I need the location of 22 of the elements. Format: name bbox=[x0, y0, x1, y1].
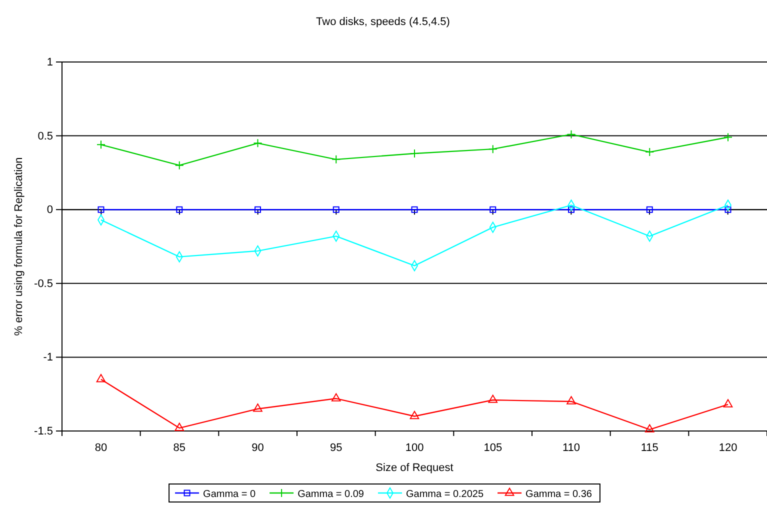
y-axis-title: % error using formula for Replication bbox=[13, 157, 25, 336]
x-tick-label: 95 bbox=[330, 442, 342, 454]
x-tick-label: 100 bbox=[405, 442, 424, 454]
y-tick-label: -1 bbox=[43, 352, 53, 364]
legend-label: Gamma = 0.2025 bbox=[406, 489, 484, 500]
chart-title: Two disks, speeds (4.5,4.5) bbox=[316, 16, 450, 28]
x-tick-label: 120 bbox=[718, 442, 738, 454]
y-tick-label: 0.5 bbox=[38, 130, 53, 142]
x-tick-label: 85 bbox=[173, 442, 186, 454]
x-tick-label: 115 bbox=[640, 442, 658, 454]
x-tick-label: 110 bbox=[562, 442, 580, 454]
y-tick-label: 1 bbox=[46, 56, 53, 69]
x-tick-label: 80 bbox=[94, 442, 108, 454]
y-tick-label: -1.5 bbox=[34, 426, 53, 438]
x-tick-label: 90 bbox=[252, 442, 264, 454]
x-tick-label: 105 bbox=[484, 442, 502, 454]
legend-label: Gamma = 0.09 bbox=[298, 489, 364, 500]
y-tick-label: 0 bbox=[46, 204, 53, 216]
legend-label: Gamma = 0.36 bbox=[526, 489, 592, 500]
legend-label: Gamma = 0 bbox=[203, 489, 256, 500]
x-axis-title: Size of Request bbox=[376, 462, 454, 474]
y-tick-label: -0.5 bbox=[34, 278, 53, 290]
